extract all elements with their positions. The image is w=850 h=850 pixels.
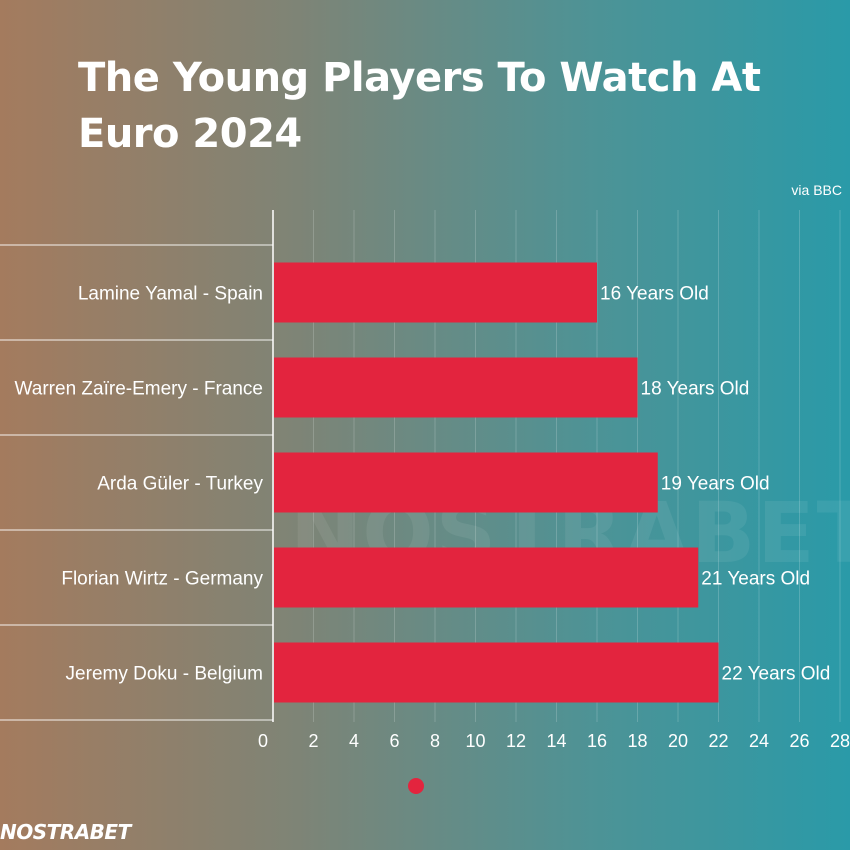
x-tick-label: 22 (708, 731, 728, 751)
legend-marker (408, 778, 424, 794)
x-tick-label: 8 (430, 731, 440, 751)
category-label: Florian Wirtz - Germany (61, 569, 263, 590)
x-tick-label: 16 (587, 731, 607, 751)
source-note: via BBC (791, 182, 842, 198)
x-tick-label: 14 (546, 731, 566, 751)
nostrabet-logo: NOSTRABET (0, 820, 131, 844)
x-tick-label: 2 (308, 731, 318, 751)
x-tick-label: 6 (389, 731, 399, 751)
bar (274, 357, 638, 418)
data-label: 18 Years Old (641, 379, 750, 400)
x-tick-label: 18 (627, 731, 647, 751)
data-label: 19 Years Old (661, 474, 770, 495)
category-label: Arda Güler - Turkey (97, 474, 263, 495)
x-tick-label: 0 (258, 731, 268, 751)
data-label: 21 Years Old (701, 569, 810, 590)
x-tick-label: 4 (349, 731, 359, 751)
bar (274, 262, 597, 323)
category-label: Jeremy Doku - Belgium (66, 664, 263, 685)
x-tick-label: 10 (465, 731, 485, 751)
category-label: Warren Zaïre-Emery - France (15, 379, 263, 400)
x-tick-label: 20 (668, 731, 688, 751)
bar (274, 547, 699, 608)
data-label: 22 Years Old (722, 664, 831, 685)
x-tick-label: 24 (749, 731, 769, 751)
bar (274, 642, 719, 703)
bar (274, 452, 658, 513)
x-tick-label: 26 (789, 731, 809, 751)
x-tick-label: 28 (830, 731, 850, 751)
data-label: 16 Years Old (600, 284, 709, 305)
chart-title: The Young Players To Watch At Euro 2024 (78, 55, 761, 157)
x-tick-label: 12 (506, 731, 526, 751)
category-label: Lamine Yamal - Spain (78, 284, 263, 305)
